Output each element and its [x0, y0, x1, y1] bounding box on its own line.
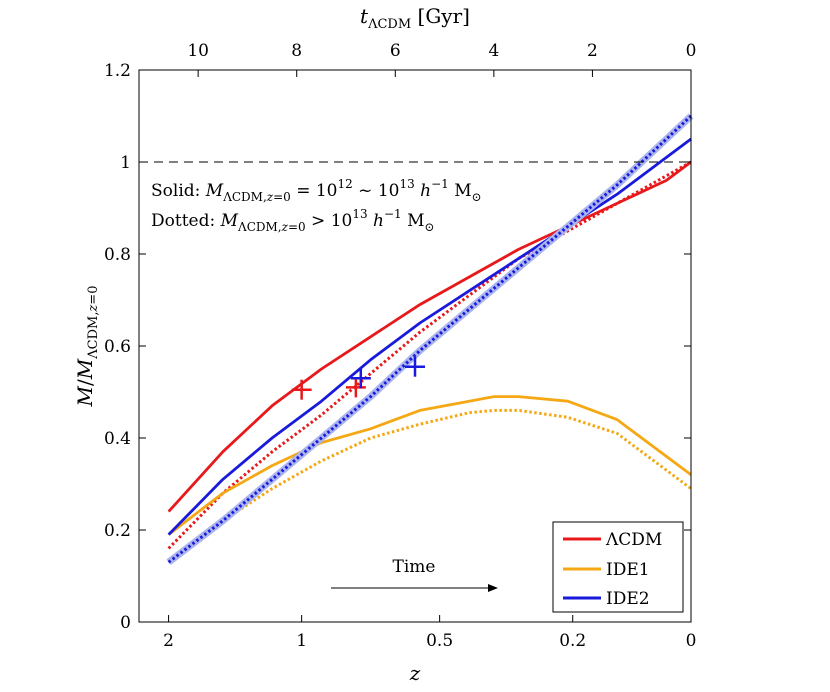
- x-tick-label: 0.5: [426, 631, 453, 651]
- y-tick-label: 0.8: [104, 245, 131, 265]
- marker-layer: [291, 356, 425, 400]
- tick-label-layer: 0 0.2 0.4 0.6 0.8 1 1.2 2 1 0.5 0.2 0 10 8 6 4 2 0: [104, 41, 696, 651]
- marker-lcdm-dotted: [345, 377, 366, 398]
- series-ide1-dotted: [167, 408, 692, 564]
- annotation-solid: Solid: MΛCDM,z=0 = 1012 ~ 1013 h−1 M⊙: [151, 177, 482, 204]
- series-layer: [166, 113, 694, 565]
- legend-label-ide2: IDE2: [606, 589, 650, 609]
- y-tick-label: 0.6: [104, 337, 131, 357]
- x-tick-label: 0: [686, 631, 697, 651]
- x-axis-title: z: [409, 661, 421, 685]
- y-tick-label: 0.2: [104, 521, 131, 541]
- time-label: Time: [393, 557, 436, 577]
- series-ide1-solid: [167, 395, 692, 536]
- y-tick-label: 1.2: [104, 61, 131, 81]
- top-tick-label: 4: [488, 41, 499, 61]
- legend: ΛCDM IDE1 IDE2: [552, 521, 684, 613]
- series-ide2-dotted: [167, 114, 693, 564]
- tick-layer: [139, 69, 692, 623]
- annotation-dotted: Dotted: MΛCDM,z=0 > 1013 h−1 M⊙: [151, 207, 435, 234]
- marker-ide2-solid: [350, 368, 371, 389]
- series-lcdm-dotted: [167, 160, 692, 550]
- top-tick-label: 10: [187, 41, 209, 61]
- top-tick-label: 0: [686, 41, 697, 61]
- x-tick-label: 1: [296, 631, 307, 651]
- y-tick-label: 0: [120, 613, 131, 633]
- top-axis-title: tΛCDM [Gyr]: [360, 4, 470, 32]
- x-tick-label: 0.2: [559, 631, 586, 651]
- marker-ide2-dotted: [405, 356, 425, 377]
- series-ide2-solid: [167, 137, 692, 536]
- y-tick-label: 0.4: [104, 429, 131, 449]
- marker-lcdm-solid: [291, 379, 312, 400]
- x-tick-label: 2: [163, 631, 174, 651]
- top-tick-label: 6: [390, 41, 401, 61]
- y-axis-title: M/MΛCDM,z=0: [73, 286, 101, 408]
- top-tick-label: 8: [291, 41, 302, 61]
- legend-label-lcdm: ΛCDM: [605, 530, 662, 550]
- legend-label-ide1: IDE1: [606, 560, 650, 580]
- top-tick-label: 2: [587, 41, 598, 61]
- y-tick-label: 1: [120, 153, 131, 173]
